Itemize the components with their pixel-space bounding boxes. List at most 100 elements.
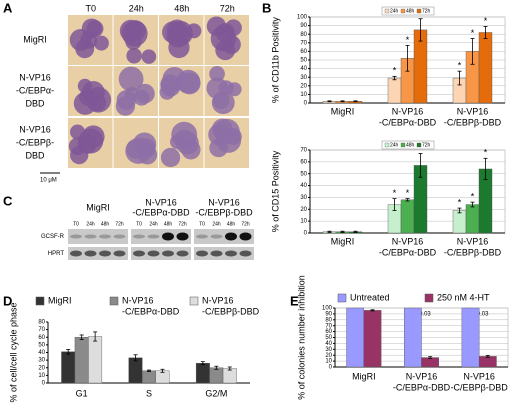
y-tick-label: 0 xyxy=(304,231,308,237)
cell xyxy=(78,128,104,154)
blot-row-label: GCSF-R xyxy=(41,234,65,240)
y-tick-label: 10 xyxy=(325,359,332,365)
y-tick-label: 30 xyxy=(300,75,307,81)
y-tick-label: 0 xyxy=(304,101,308,107)
bar xyxy=(61,351,76,384)
legend-swatch xyxy=(424,293,434,303)
group-label: N-VP16 xyxy=(145,197,177,207)
panel-label: A xyxy=(3,0,13,15)
lane-label: 72h xyxy=(115,221,124,227)
legend-box xyxy=(381,140,435,150)
annotation: p<0.03 xyxy=(412,312,431,318)
row-label: MigRI xyxy=(23,34,47,44)
bar xyxy=(363,310,382,368)
blot xyxy=(131,229,191,244)
y-axis-title: % of colonies number inhibition xyxy=(296,275,306,400)
y-tick-label: 80 xyxy=(38,320,45,326)
bar xyxy=(222,368,237,384)
band xyxy=(225,250,237,257)
lane-label: T0 xyxy=(73,221,79,227)
band xyxy=(147,234,160,239)
legend-label: 72h xyxy=(422,8,431,14)
lane-label: 24h xyxy=(86,221,95,227)
y-tick-label: 20 xyxy=(300,207,307,213)
row-label: N-VP16 xyxy=(19,72,51,82)
band xyxy=(239,232,252,241)
y-tick-label: 10 xyxy=(38,373,45,379)
annotation: * xyxy=(406,35,410,45)
band xyxy=(99,250,111,257)
x-tick-label: N-VP16 xyxy=(406,371,438,381)
bar xyxy=(195,362,210,384)
band xyxy=(176,250,189,257)
group-label: N-VP16 xyxy=(208,197,240,207)
cell xyxy=(162,21,184,44)
panel-label: E xyxy=(290,293,299,308)
x-tick-label: MigRI xyxy=(352,371,376,381)
panel-label: C xyxy=(3,193,13,208)
legend-box xyxy=(381,6,435,16)
bar xyxy=(74,337,89,384)
row-label: -C/EBPβ- xyxy=(16,137,54,147)
y-tick-label: 40 xyxy=(38,350,45,356)
y-tick-label: 60 xyxy=(38,335,45,341)
x-tick-label: N-VP16 xyxy=(463,371,495,381)
band xyxy=(99,234,111,239)
legend-label: 250 nM 4-HT xyxy=(437,292,490,302)
lane-label: 24h xyxy=(212,221,221,227)
legend-swatch xyxy=(35,296,45,306)
band xyxy=(210,250,223,257)
legend-swatch xyxy=(416,8,422,14)
bar xyxy=(346,307,365,368)
band xyxy=(147,250,160,257)
x-tick-label: G2/M xyxy=(205,388,227,398)
band xyxy=(84,250,97,257)
x-tick-label: -C/EBPβ-DBD xyxy=(444,247,502,257)
y-axis-title: % of CD15 Positivity xyxy=(270,150,280,232)
bar xyxy=(465,204,480,234)
legend-label: N-VP16 xyxy=(202,295,234,305)
band xyxy=(84,234,97,239)
lane-label: T0 xyxy=(136,221,142,227)
legend-label: 24h xyxy=(390,8,399,14)
y-tick-label: 70 xyxy=(300,148,307,154)
bar xyxy=(478,32,493,104)
cell xyxy=(116,90,137,110)
cell xyxy=(227,82,242,97)
cell xyxy=(73,91,97,115)
scale-label: 10 μM xyxy=(40,178,57,184)
annotation: * xyxy=(471,192,475,202)
y-tick-label: 50 xyxy=(300,58,307,64)
legend-swatch xyxy=(337,293,347,303)
cell xyxy=(86,20,104,38)
cell xyxy=(225,19,242,37)
cell xyxy=(118,66,144,92)
cell xyxy=(126,48,142,64)
blot xyxy=(194,229,254,244)
y-tick-label: 50 xyxy=(38,342,45,348)
panel-label: B xyxy=(262,0,271,15)
band xyxy=(133,250,145,257)
cell xyxy=(171,121,198,148)
legend-swatch xyxy=(416,142,422,148)
y-tick-label: 100 xyxy=(297,15,308,21)
band xyxy=(113,234,126,239)
cell xyxy=(93,35,109,51)
lane-label: 72h xyxy=(241,221,250,227)
y-tick-label: 30 xyxy=(325,347,332,353)
x-tick-label: G1 xyxy=(76,388,88,398)
cell xyxy=(176,69,201,94)
lane-label: T0 xyxy=(199,221,205,227)
y-tick-label: 20 xyxy=(325,353,332,359)
lane-label: 72h xyxy=(178,221,187,227)
y-tick-label: 80 xyxy=(300,32,307,38)
legend-label: 72h xyxy=(422,142,431,148)
bar xyxy=(461,307,480,368)
y-tick-label: 40 xyxy=(300,183,307,189)
band xyxy=(239,250,252,257)
cell xyxy=(125,138,152,164)
blot-row-label: HPRT xyxy=(48,251,65,257)
legend-label: 48h xyxy=(406,142,415,148)
bar xyxy=(128,357,143,384)
legend-label: 24h xyxy=(390,142,399,148)
